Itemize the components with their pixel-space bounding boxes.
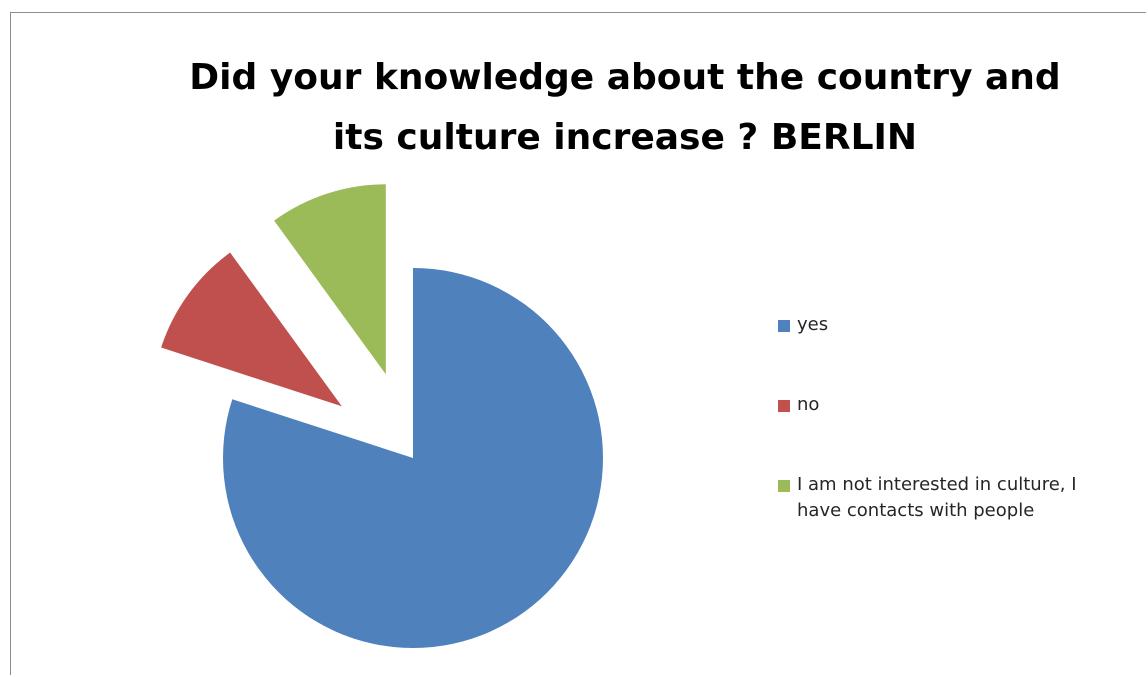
pie-slice-no	[161, 252, 342, 407]
legend-swatch-no	[778, 400, 790, 412]
legend-item-yes: yes	[774, 312, 1104, 338]
chart-title: Did your knowledge about the country and…	[80, 48, 1148, 168]
legend-swatch-yes	[778, 320, 790, 332]
legend-label-no: no	[797, 394, 820, 415]
legend-item-not-interested: I am not interested in culture, I have c…	[774, 472, 1104, 524]
pie-slice-not-interested	[274, 184, 386, 375]
legend-swatch-not-interested	[778, 480, 790, 492]
legend-label-yes: yes	[797, 314, 829, 335]
legend-label-not-interested: I am not interested in culture, I have c…	[797, 474, 1077, 521]
legend: yes no I am not interested in culture, I…	[774, 312, 1104, 524]
chart-title-line-1: Did your knowledge about the country and	[189, 57, 1061, 98]
chart-title-line-2: its culture increase ? BERLIN	[332, 117, 918, 158]
pie-slice-yes	[223, 268, 603, 648]
legend-item-no: no	[774, 392, 1104, 418]
pie-slices	[161, 184, 603, 648]
